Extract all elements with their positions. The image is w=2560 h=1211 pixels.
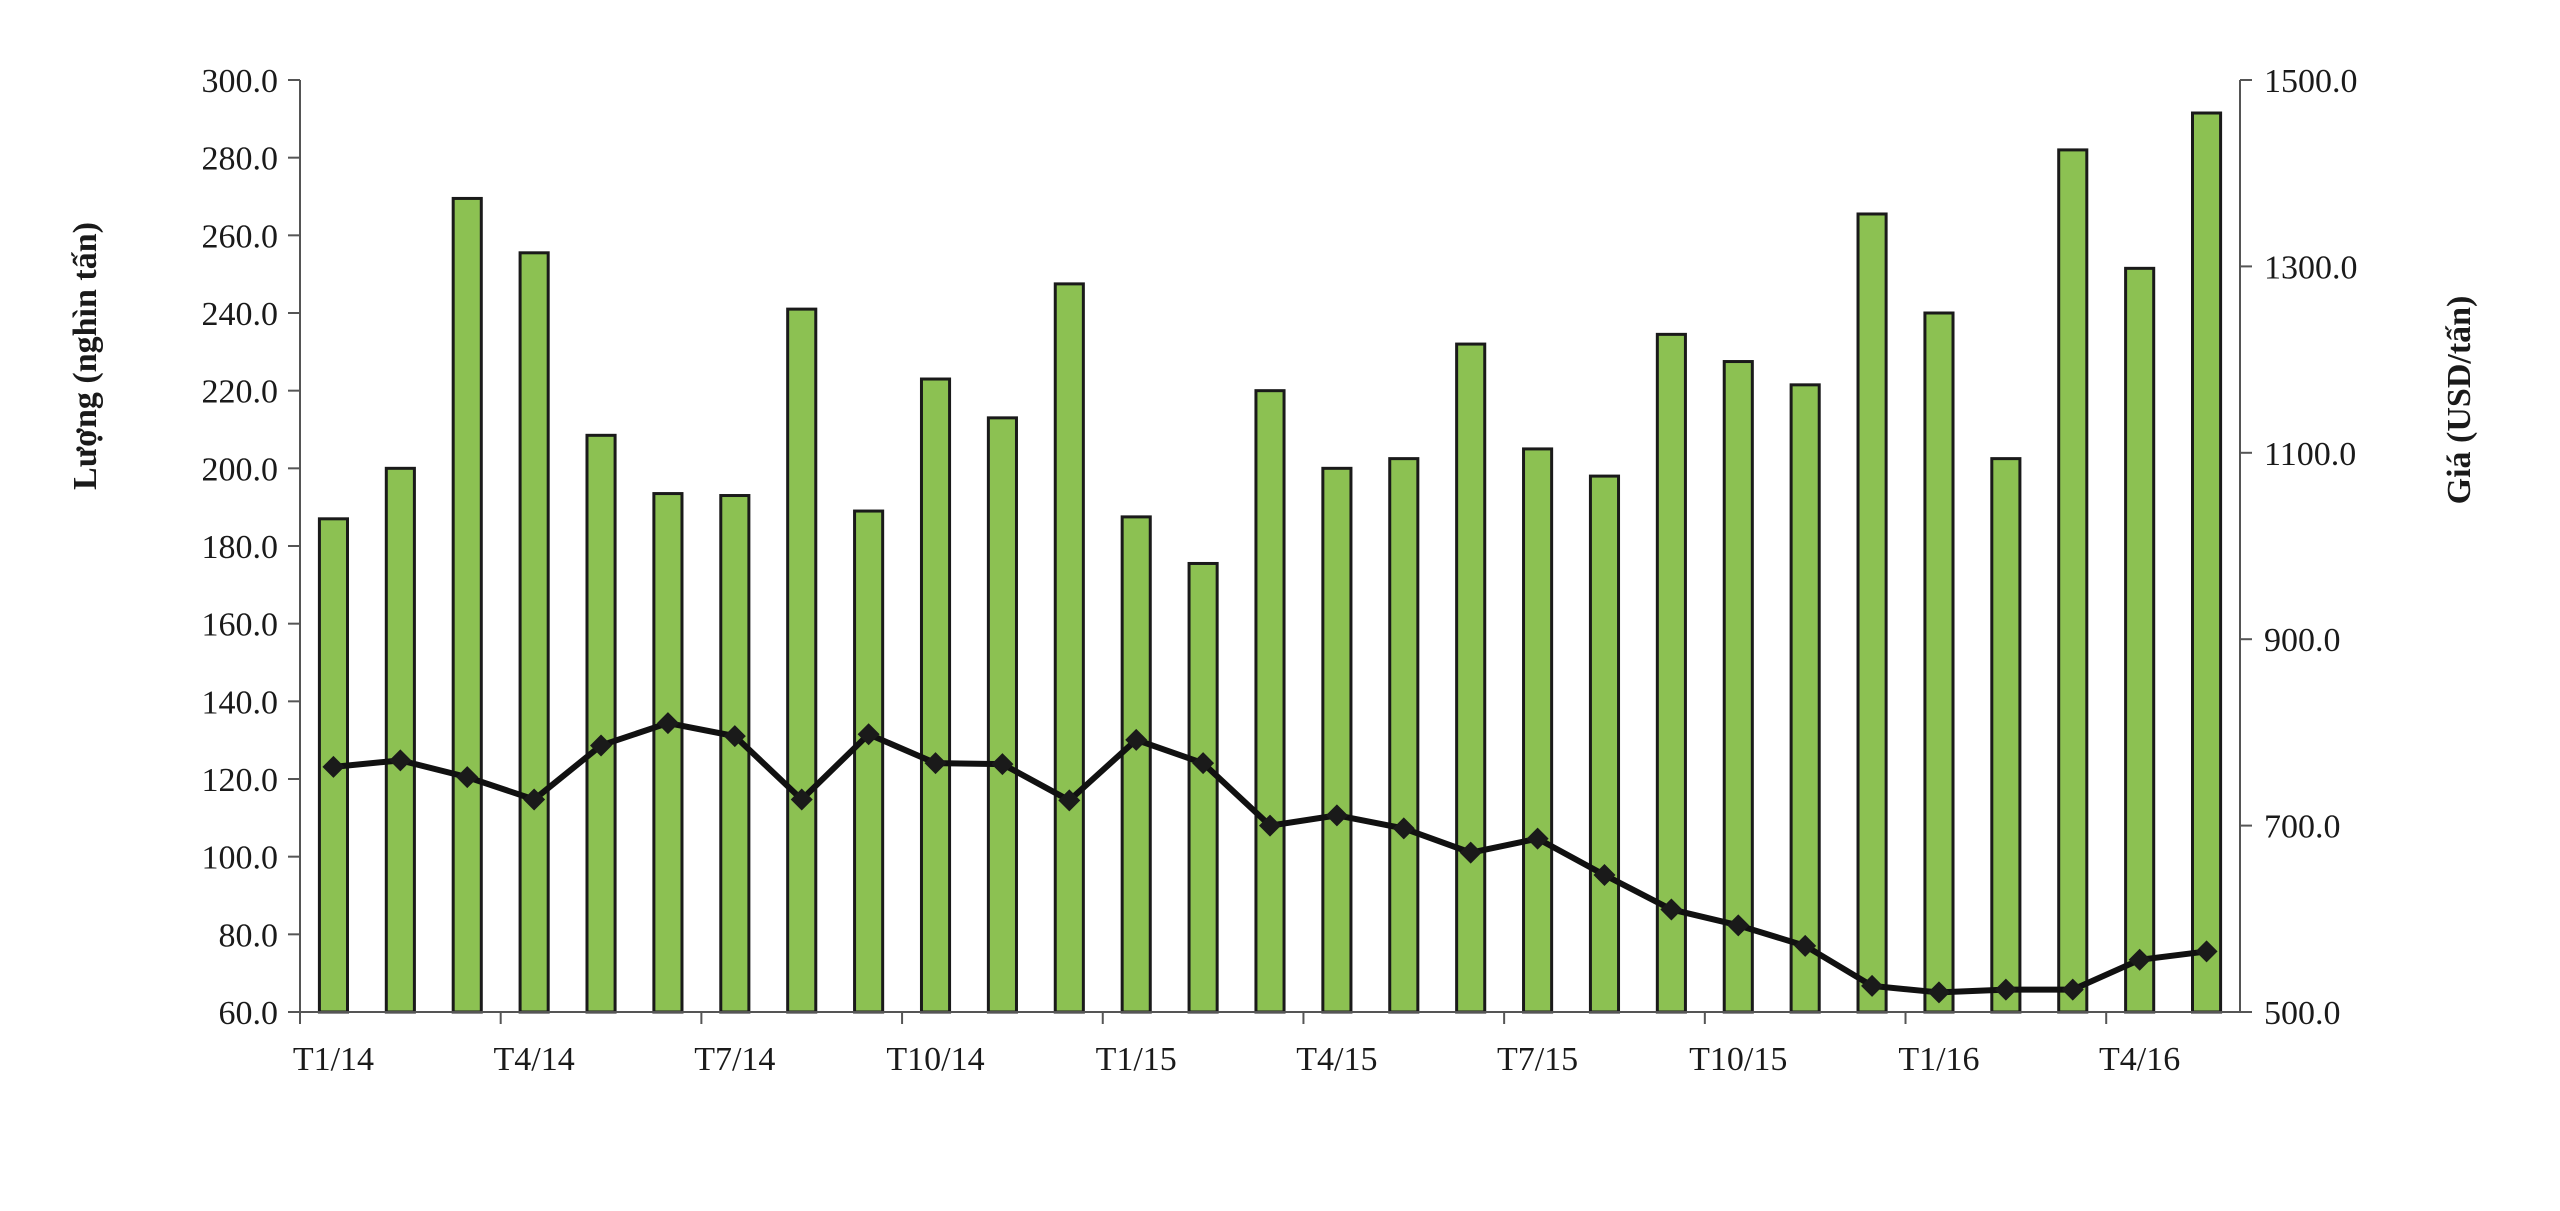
price-marker-4 (590, 734, 613, 757)
left-tick-label-11: 80.0 (219, 917, 279, 954)
left-tick-label-2: 260.0 (202, 218, 279, 255)
bar-2 (451, 196, 483, 1014)
price-marker-6 (723, 725, 746, 748)
price-marker-25 (1994, 978, 2017, 1001)
bar-1 (384, 466, 416, 1014)
bar-14 (1254, 389, 1286, 1014)
price-marker-16 (1392, 817, 1415, 840)
left-tick-label-9: 120.0 (202, 762, 279, 799)
bar-23 (1856, 212, 1888, 1014)
bar-25 (1990, 457, 2022, 1014)
price-marker-15 (1325, 804, 1348, 827)
price-marker-13 (1192, 752, 1215, 775)
line-layer (322, 712, 2218, 1004)
bar-19 (1588, 474, 1621, 1014)
left-tick-label-6: 180.0 (202, 529, 279, 566)
price-marker-18 (1526, 827, 1549, 850)
bar-16 (1388, 457, 1420, 1014)
bar-4 (585, 433, 617, 1014)
price-marker-27 (2128, 948, 2151, 971)
bar-24 (1923, 311, 1955, 1014)
bar-7 (786, 307, 818, 1014)
bar-9 (919, 377, 952, 1014)
bar-26 (2057, 148, 2089, 1014)
price-marker-1 (389, 749, 412, 772)
bar-18 (1522, 447, 1554, 1014)
left-tick-label-4: 220.0 (202, 374, 279, 411)
right-tick-label-1: 1300.0 (2264, 249, 2358, 286)
x-tick-label-0: T1/14 (293, 1041, 374, 1078)
bar-22 (1789, 383, 1821, 1014)
price-marker-23 (1861, 974, 1884, 997)
price-marker-21 (1727, 914, 1750, 937)
price-marker-12 (1125, 728, 1148, 751)
price-marker-19 (1593, 863, 1616, 886)
x-tick-label-12: T1/15 (1096, 1041, 1177, 1078)
price-marker-0 (322, 755, 345, 778)
left-tick-label-0: 300.0 (202, 63, 279, 100)
x-tick-label-18: T7/15 (1497, 1041, 1578, 1078)
price-marker-8 (857, 723, 880, 746)
price-marker-26 (2061, 978, 2084, 1001)
x-tick-label-6: T7/14 (694, 1041, 775, 1078)
left-tick-label-1: 280.0 (202, 141, 279, 178)
price-marker-17 (1459, 841, 1482, 864)
bar-15 (1321, 466, 1353, 1014)
x-tick-label-9: T10/14 (886, 1041, 984, 1078)
axes-layer (288, 79, 2252, 1024)
bar-5 (652, 492, 684, 1014)
bars-layer (317, 111, 2223, 1014)
price-marker-2 (456, 766, 479, 789)
price-marker-22 (1794, 934, 1817, 957)
left-tick-label-3: 240.0 (202, 296, 279, 333)
left-tick-label-10: 100.0 (202, 840, 279, 877)
right-tick-label-4: 700.0 (2264, 809, 2341, 846)
price-marker-24 (1927, 981, 1950, 1004)
bar-8 (853, 509, 885, 1014)
bar-13 (1187, 561, 1219, 1014)
labels-layer: Lượng (nghìn tấn) Giá (USD/tấn) 300.0 280… (67, 63, 2478, 1078)
bar-12 (1120, 515, 1152, 1014)
bar-3 (518, 251, 550, 1014)
price-marker-10 (991, 753, 1014, 776)
bar-10 (986, 416, 1018, 1014)
price-marker-11 (1058, 789, 1081, 812)
left-tick-label-5: 200.0 (202, 451, 279, 488)
price-marker-5 (656, 712, 679, 735)
price-marker-20 (1660, 898, 1683, 921)
x-tick-label-21: T10/15 (1689, 1041, 1787, 1078)
right-tick-label-3: 900.0 (2264, 622, 2341, 659)
left-tick-label-8: 140.0 (202, 684, 279, 721)
right-tick-label-5: 500.0 (2264, 995, 2341, 1032)
left-axis-title: Lượng (nghìn tấn) (67, 222, 104, 490)
left-tick-label-12: 60.0 (219, 995, 279, 1032)
x-tick-label-27: T4/16 (2099, 1041, 2180, 1078)
bar-28 (2191, 111, 2223, 1014)
right-axis-title: Giá (USD/tấn) (2441, 296, 2478, 505)
price-marker-14 (1259, 814, 1281, 837)
price-marker-3 (523, 788, 546, 811)
x-tick-label-24: T1/16 (1898, 1041, 1979, 1078)
x-tick-label-15: T4/15 (1296, 1041, 1377, 1078)
left-tick-label-7: 160.0 (202, 607, 279, 644)
right-tick-label-0: 1500.0 (2264, 63, 2358, 100)
price-marker-28 (2195, 940, 2218, 963)
x-tick-label-3: T4/14 (494, 1041, 575, 1078)
price-marker-7 (790, 788, 813, 811)
bar-17 (1455, 342, 1487, 1014)
bar-11 (1053, 282, 1085, 1014)
right-tick-label-2: 1100.0 (2264, 436, 2356, 473)
price-marker-9 (924, 752, 947, 775)
bar-6 (719, 494, 751, 1014)
bar-27 (2124, 266, 2156, 1014)
